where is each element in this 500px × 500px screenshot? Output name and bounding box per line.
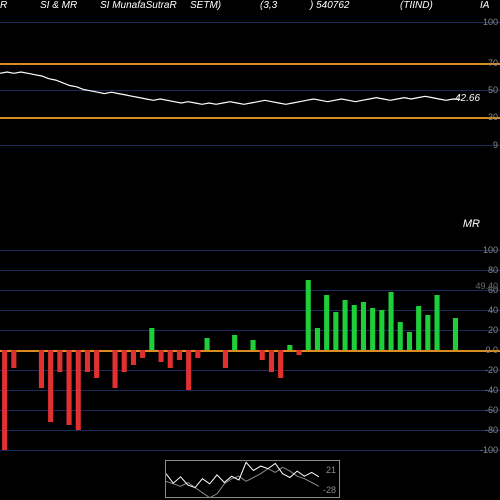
rsi-line-chart <box>0 22 460 157</box>
rsi-panel: 100705030942.66 <box>0 22 500 157</box>
axis-label: -100 <box>480 445 498 455</box>
axis-label: 40 <box>488 305 498 315</box>
mr-bar-chart <box>0 250 460 450</box>
mr-panel: 100806040200 0-20-40-60-80-10049.40 <box>0 250 500 450</box>
header-text: (3,3 <box>260 0 277 11</box>
axis-label: 100 <box>483 245 498 255</box>
axis-label: 80 <box>488 265 498 275</box>
header-text: (TIIND) <box>400 0 433 11</box>
axis-label: 100 <box>483 17 498 27</box>
axis-label: -60 <box>485 405 498 415</box>
axis-label: -20 <box>485 365 498 375</box>
axis-label: 20 <box>488 325 498 335</box>
mini-axis-label: -28 <box>323 485 336 495</box>
axis-label: 50 <box>488 85 498 95</box>
axis-label: -80 <box>485 425 498 435</box>
header-text: ) 540762 <box>310 0 349 11</box>
axis-label: 30 <box>488 112 498 122</box>
axis-label: 0 0 <box>485 345 498 355</box>
mini-axis-label: 21 <box>326 465 336 475</box>
mr-title-label: MR <box>463 218 480 230</box>
header-bar: R SI & MR SI MunafaSutraR SETM) (3,3 ) 540762… <box>0 0 500 16</box>
axis-label: 70 <box>488 58 498 68</box>
overlap-value: 49.40 <box>475 281 498 291</box>
header-text: SETM) <box>190 0 221 11</box>
mini-line-chart <box>166 461 319 499</box>
header-text: SI MunafaSutraR <box>100 0 177 11</box>
header-text: IA <box>480 0 489 11</box>
summary-mini-panel: 21 -28 <box>165 460 340 498</box>
rsi-value-callout: 42.66 <box>455 93 480 104</box>
axis-label: 9 <box>493 140 498 150</box>
gridline <box>0 450 500 451</box>
header-text: R <box>0 0 7 11</box>
axis-label: -40 <box>485 385 498 395</box>
header-text: SI & MR <box>40 0 77 11</box>
